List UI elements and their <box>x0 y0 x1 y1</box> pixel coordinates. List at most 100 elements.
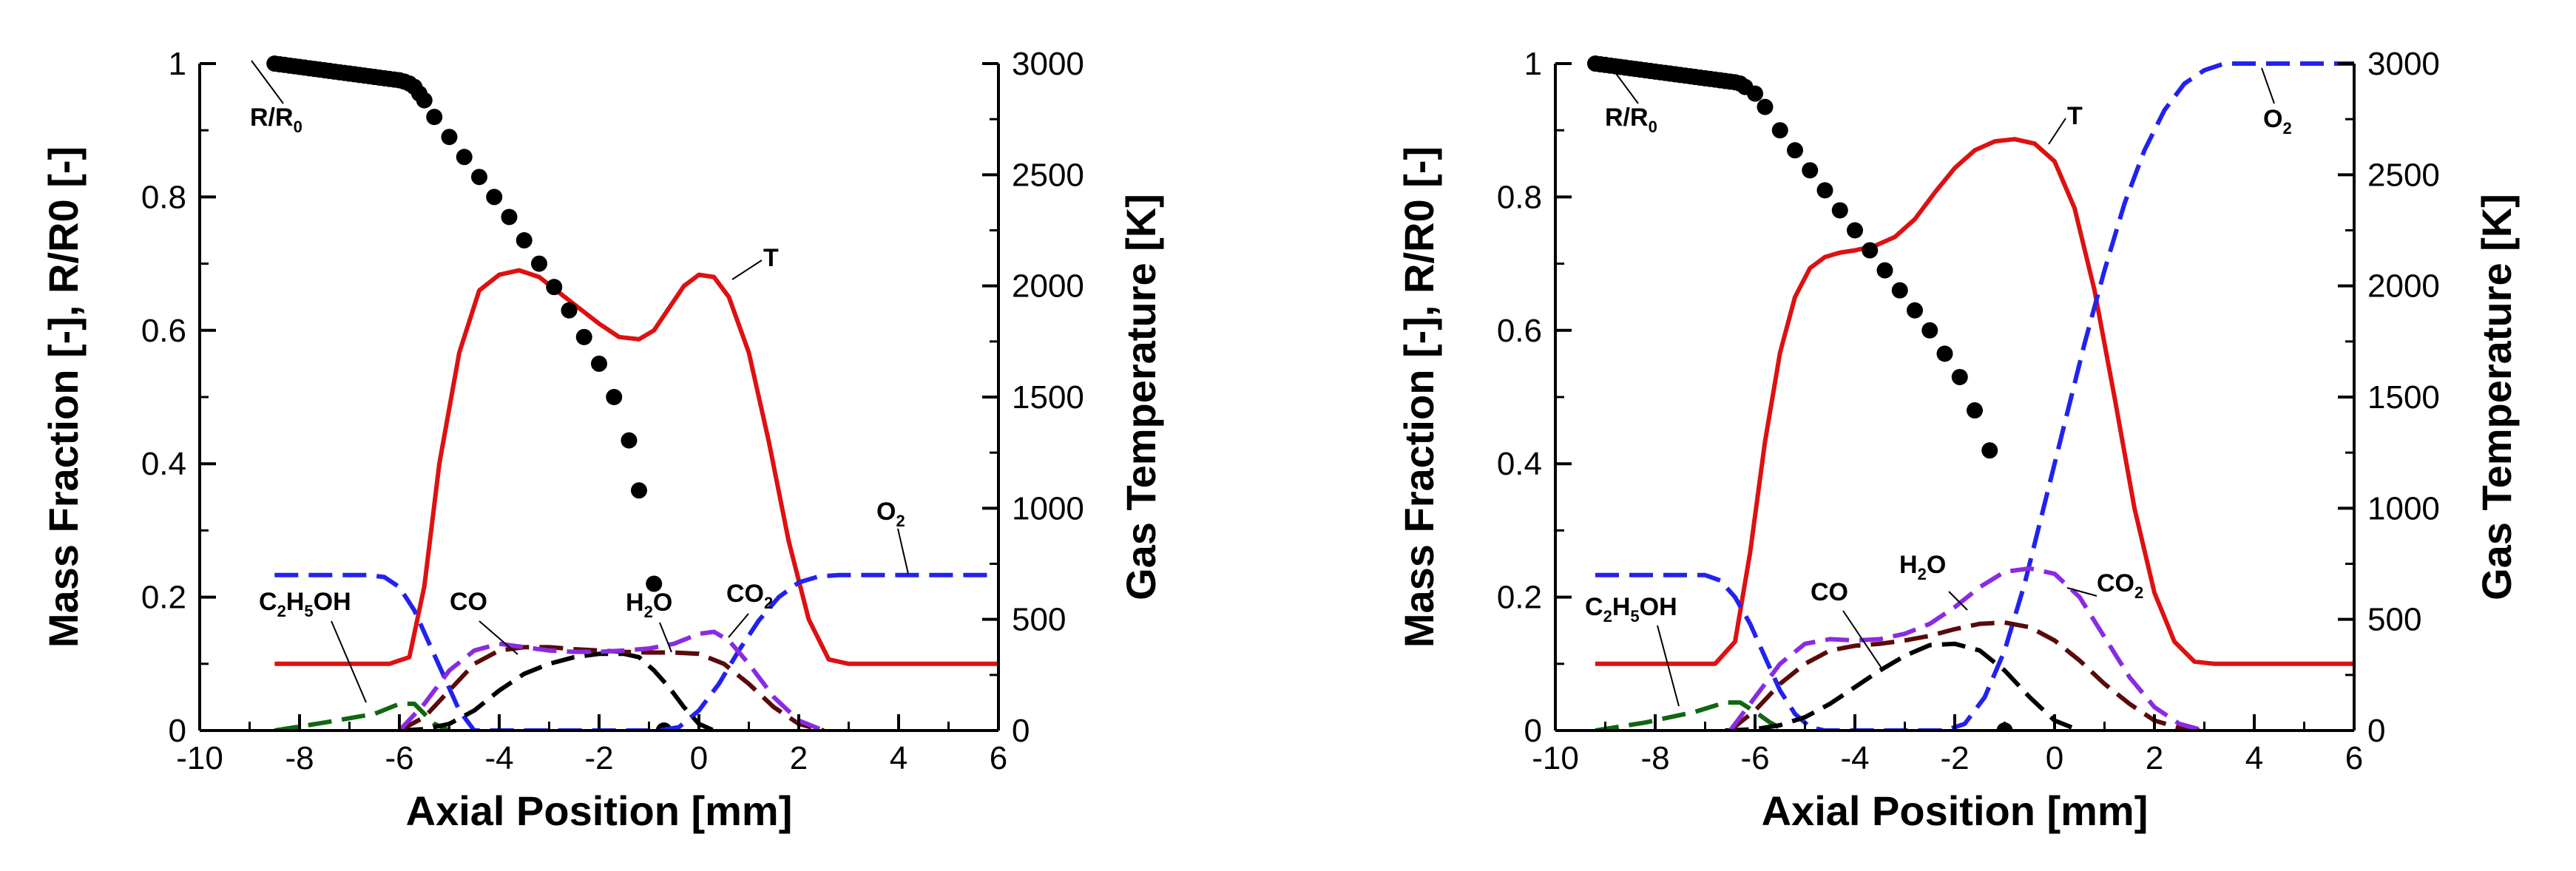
series-line-co <box>399 651 715 731</box>
y-axis-label: Mass Fraction [-], R/R0 [-] <box>1396 146 1442 648</box>
x-tick-label: -4 <box>484 740 513 776</box>
marker-rr0 <box>1951 368 1968 385</box>
marker-rr0 <box>1981 442 1998 459</box>
marker-rr0 <box>1936 345 1953 362</box>
y-tick-label: 0.6 <box>1497 313 1542 349</box>
y-tick-label: 0.4 <box>141 446 186 482</box>
series-line-h2o <box>1728 620 2205 731</box>
marker-rr0 <box>621 432 638 449</box>
x-tick-label: -2 <box>584 740 613 776</box>
x-tick-label: 6 <box>990 740 1007 776</box>
marker-rr0 <box>501 209 518 226</box>
chart-panel-2: -10 -8 -6 -4 -2 0 2 4 600.20.40.60.8105001000150… <box>1396 46 2520 834</box>
x-tick-label: -8 <box>1640 740 1669 776</box>
x-tick-label: -2 <box>1940 740 1969 776</box>
axes: -10 -8 -6 -4 -2 0 2 4 600.20.40.60.8105001000150… <box>40 46 1164 834</box>
annotation-leader <box>897 528 909 575</box>
marker-rr0 <box>1876 262 1893 279</box>
annotation-label: R/R0 <box>1605 104 1657 136</box>
plot-area <box>1587 55 2354 731</box>
y2-tick-label: 500 <box>1012 602 1066 638</box>
annotation-label: T <box>763 244 779 272</box>
marker-rr0 <box>575 328 592 345</box>
annotation-leader <box>2048 118 2066 145</box>
y2-tick-label: 0 <box>1012 713 1030 749</box>
marker-rr0 <box>426 109 443 126</box>
annotation-leader <box>1606 60 1639 104</box>
y-tick-label: 0.2 <box>1497 580 1542 616</box>
annotations: R/R0 T O2 C2H5OH CO H2O CO2 <box>250 60 909 703</box>
annotation-label: O2 <box>876 498 905 530</box>
y-tick-label: 1 <box>1524 46 1542 82</box>
y-tick-label: 0 <box>1524 713 1542 749</box>
y2-axis-label: Gas Temperature [K] <box>1118 194 1164 600</box>
y2-tick-label: 1000 <box>1012 490 1084 526</box>
annotation-label: CO <box>450 588 487 616</box>
x-tick-label: -10 <box>1532 740 1579 776</box>
axes: -10 -8 -6 -4 -2 0 2 4 600.20.40.60.8105001000150… <box>1396 46 2520 834</box>
annotation-label: H2O <box>626 589 672 621</box>
marker-rr0 <box>531 255 547 272</box>
annotation-label: H2O <box>1899 551 1946 583</box>
y2-tick-label: 3000 <box>1012 46 1084 82</box>
x-tick-label: -8 <box>285 740 314 776</box>
annotation-leader <box>659 622 672 653</box>
marker-rr0 <box>1747 85 1763 102</box>
y2-tick-label: 1500 <box>2367 379 2440 416</box>
x-tick-label: 2 <box>790 740 808 776</box>
y2-tick-label: 2000 <box>1012 268 1084 305</box>
x-tick-label: -6 <box>385 740 413 776</box>
y-tick-label: 0.8 <box>141 179 186 215</box>
x-tick-label: 0 <box>2046 740 2063 776</box>
marker-rr0 <box>631 482 647 499</box>
annotation-leader <box>479 620 518 655</box>
marker-rr0 <box>416 92 433 109</box>
annotation-label: O2 <box>2263 105 2292 138</box>
y-tick-label: 0 <box>169 713 186 749</box>
marker-rr0 <box>1831 202 1848 219</box>
marker-rr0 <box>646 575 663 592</box>
y2-axis-label: Gas Temperature [K] <box>2473 194 2520 600</box>
y2-tick-label: 500 <box>2367 602 2421 638</box>
annotation-leader <box>728 613 749 638</box>
annotation-leader <box>731 260 763 280</box>
marker-rr0 <box>591 355 607 372</box>
marker-rr0 <box>486 189 503 206</box>
annotation-label: C2H5OH <box>259 588 351 620</box>
y2-tick-label: 2500 <box>1012 157 1084 193</box>
chart-panel-1: -10 -8 -6 -4 -2 0 2 4 600.20.40.60.8105001000150… <box>40 46 1164 834</box>
annotation-leader <box>1842 610 1883 670</box>
series-line-t <box>1595 137 2354 666</box>
annotation-leader <box>1948 591 1968 611</box>
marker-rr0 <box>1862 242 1879 259</box>
marker-rr0 <box>456 149 473 166</box>
x-axis-label: Axial Position [mm] <box>1762 787 2149 834</box>
annotation-leader <box>251 60 284 104</box>
annotation-label: T <box>2067 102 2083 130</box>
annotation-leader <box>2261 67 2275 104</box>
y2-tick-label: 1500 <box>1012 379 1084 416</box>
y-tick-label: 1 <box>169 46 186 82</box>
annotation-leader <box>2066 587 2097 597</box>
marker-rr0 <box>441 129 458 146</box>
y-tick-label: 0.4 <box>1497 446 1542 482</box>
marker-rr0 <box>606 389 623 405</box>
marker-rr0 <box>1816 182 1833 199</box>
annotation-label: CO2 <box>2097 569 2143 602</box>
y-tick-label: 0.8 <box>1497 179 1542 215</box>
marker-rr0 <box>1847 222 1863 239</box>
marker-rr0 <box>1967 402 1983 419</box>
marker-rr0 <box>1802 162 1819 179</box>
marker-rr0 <box>515 232 533 249</box>
marker-rr0 <box>471 169 487 186</box>
marker-rr0 <box>561 302 578 319</box>
annotation-label: R/R0 <box>250 104 302 136</box>
series-line-t <box>274 268 998 666</box>
annotations: R/R0 T O2 C2H5OH CO H2O CO2 <box>1585 60 2292 707</box>
y2-tick-label: 2500 <box>2367 157 2440 193</box>
annotation-label: CO <box>1811 578 1848 606</box>
x-tick-label: -6 <box>1740 740 1769 776</box>
series-line-o2 <box>1595 61 2354 731</box>
marker-rr0 <box>1921 322 1938 339</box>
